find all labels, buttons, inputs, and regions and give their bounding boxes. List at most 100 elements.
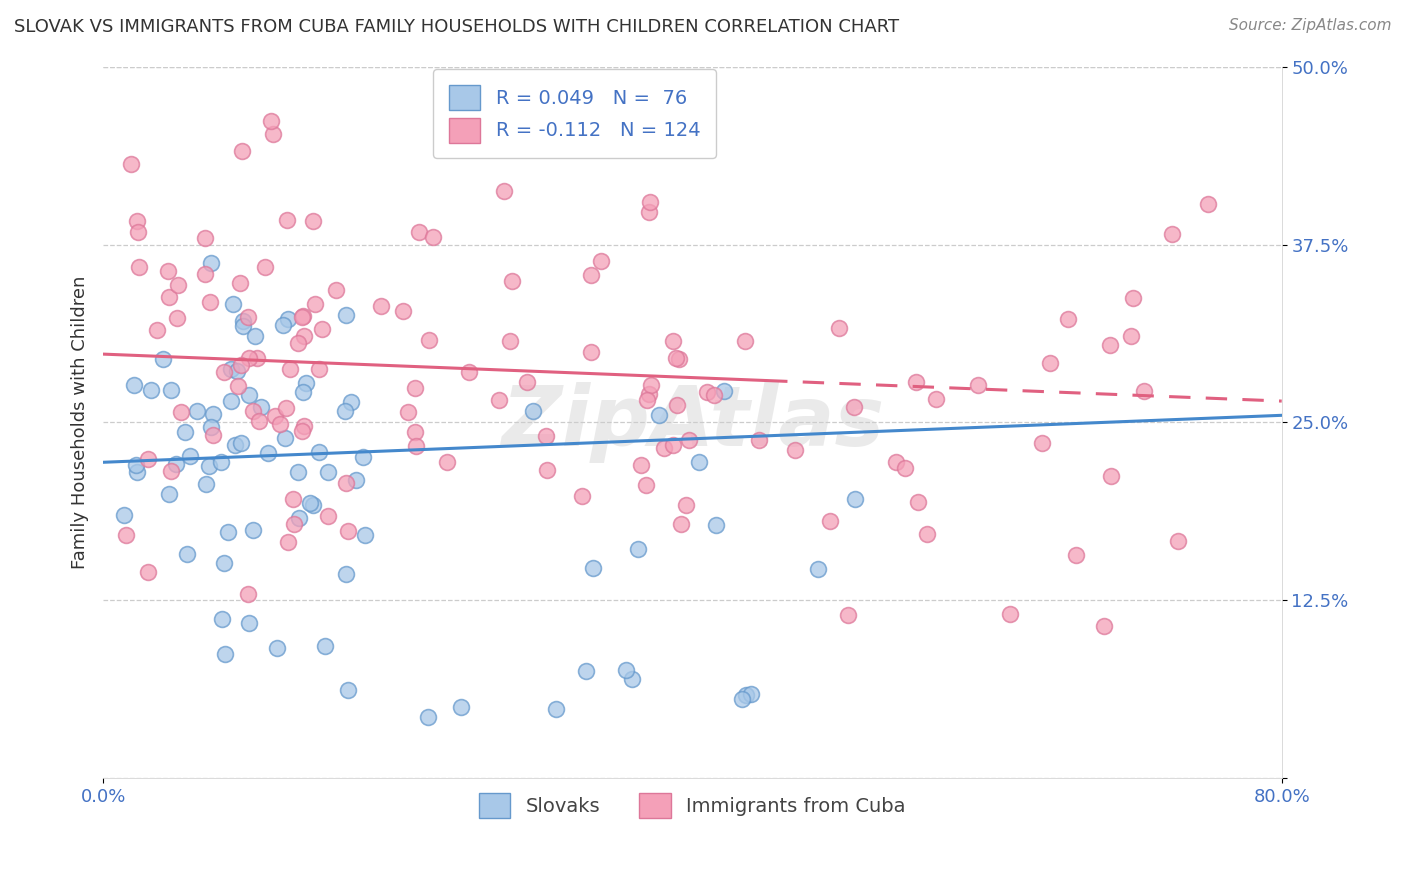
Point — [731, 692, 754, 706]
Point — [665, 351, 688, 365]
Point — [262, 127, 284, 141]
Point — [501, 274, 523, 288]
Point — [269, 417, 291, 431]
Point — [195, 477, 218, 491]
Point — [1167, 533, 1189, 548]
Point — [783, 443, 806, 458]
Point — [571, 489, 593, 503]
Point — [245, 351, 267, 366]
Point — [1057, 311, 1080, 326]
Point — [276, 401, 298, 415]
Point — [640, 378, 662, 392]
Point — [160, 383, 183, 397]
Point — [294, 329, 316, 343]
Point — [335, 476, 357, 491]
Point — [152, 351, 174, 366]
Point — [277, 312, 299, 326]
Point — [179, 449, 201, 463]
Point — [238, 616, 260, 631]
Point — [1031, 436, 1053, 450]
Point — [842, 401, 865, 415]
Point — [291, 310, 314, 324]
Point — [253, 260, 276, 275]
Point — [292, 384, 315, 399]
Point — [336, 524, 359, 539]
Text: ZipAtlas: ZipAtlas — [501, 382, 884, 463]
Point — [160, 464, 183, 478]
Point — [340, 394, 363, 409]
Point — [675, 499, 697, 513]
Point — [242, 524, 264, 538]
Point — [1122, 291, 1144, 305]
Point — [637, 387, 659, 401]
Point — [713, 384, 735, 398]
Point — [236, 310, 259, 324]
Point — [610, 109, 633, 123]
Point — [630, 458, 652, 473]
Point — [636, 392, 658, 407]
Point — [652, 442, 675, 456]
Point — [703, 388, 725, 402]
Point — [638, 205, 661, 219]
Point — [202, 427, 225, 442]
Point — [405, 439, 427, 453]
Point — [316, 509, 339, 524]
Point — [198, 295, 221, 310]
Point — [299, 496, 322, 510]
Point — [516, 375, 538, 389]
Point — [219, 361, 242, 376]
Point — [194, 267, 217, 281]
Point — [678, 433, 700, 447]
Point — [579, 344, 602, 359]
Point — [665, 398, 688, 412]
Point — [1133, 384, 1156, 399]
Point — [636, 478, 658, 492]
Text: SLOVAK VS IMMIGRANTS FROM CUBA FAMILY HOUSEHOLDS WITH CHILDREN CORRELATION CHART: SLOVAK VS IMMIGRANTS FROM CUBA FAMILY HO… — [14, 18, 900, 36]
Point — [226, 363, 249, 377]
Point — [229, 276, 252, 290]
Point — [115, 528, 138, 542]
Point — [214, 647, 236, 661]
Point — [668, 351, 690, 366]
Point — [287, 465, 309, 479]
Point — [579, 268, 602, 282]
Y-axis label: Family Households with Children: Family Households with Children — [72, 276, 89, 569]
Point — [575, 664, 598, 678]
Point — [245, 329, 267, 343]
Point — [257, 446, 280, 460]
Point — [226, 378, 249, 392]
Point — [344, 473, 367, 487]
Point — [422, 230, 444, 244]
Point — [534, 429, 557, 443]
Point — [688, 454, 710, 468]
Point — [308, 361, 330, 376]
Point — [536, 463, 558, 477]
Point — [335, 566, 357, 581]
Point — [884, 455, 907, 469]
Point — [748, 433, 770, 447]
Point — [488, 392, 510, 407]
Point — [894, 460, 917, 475]
Point — [1000, 607, 1022, 621]
Point — [176, 547, 198, 561]
Point — [492, 184, 515, 198]
Point — [828, 321, 851, 335]
Point — [232, 318, 254, 333]
Point — [436, 455, 458, 469]
Point — [837, 608, 859, 623]
Point — [202, 407, 225, 421]
Point — [522, 403, 544, 417]
Point — [589, 254, 612, 268]
Point — [250, 400, 273, 414]
Point — [304, 297, 326, 311]
Point — [333, 404, 356, 418]
Point — [283, 516, 305, 531]
Point — [157, 290, 180, 304]
Point — [734, 334, 756, 349]
Point — [136, 452, 159, 467]
Point — [408, 225, 430, 239]
Point — [145, 323, 167, 337]
Point — [648, 409, 671, 423]
Point — [1064, 548, 1087, 562]
Point — [125, 458, 148, 472]
